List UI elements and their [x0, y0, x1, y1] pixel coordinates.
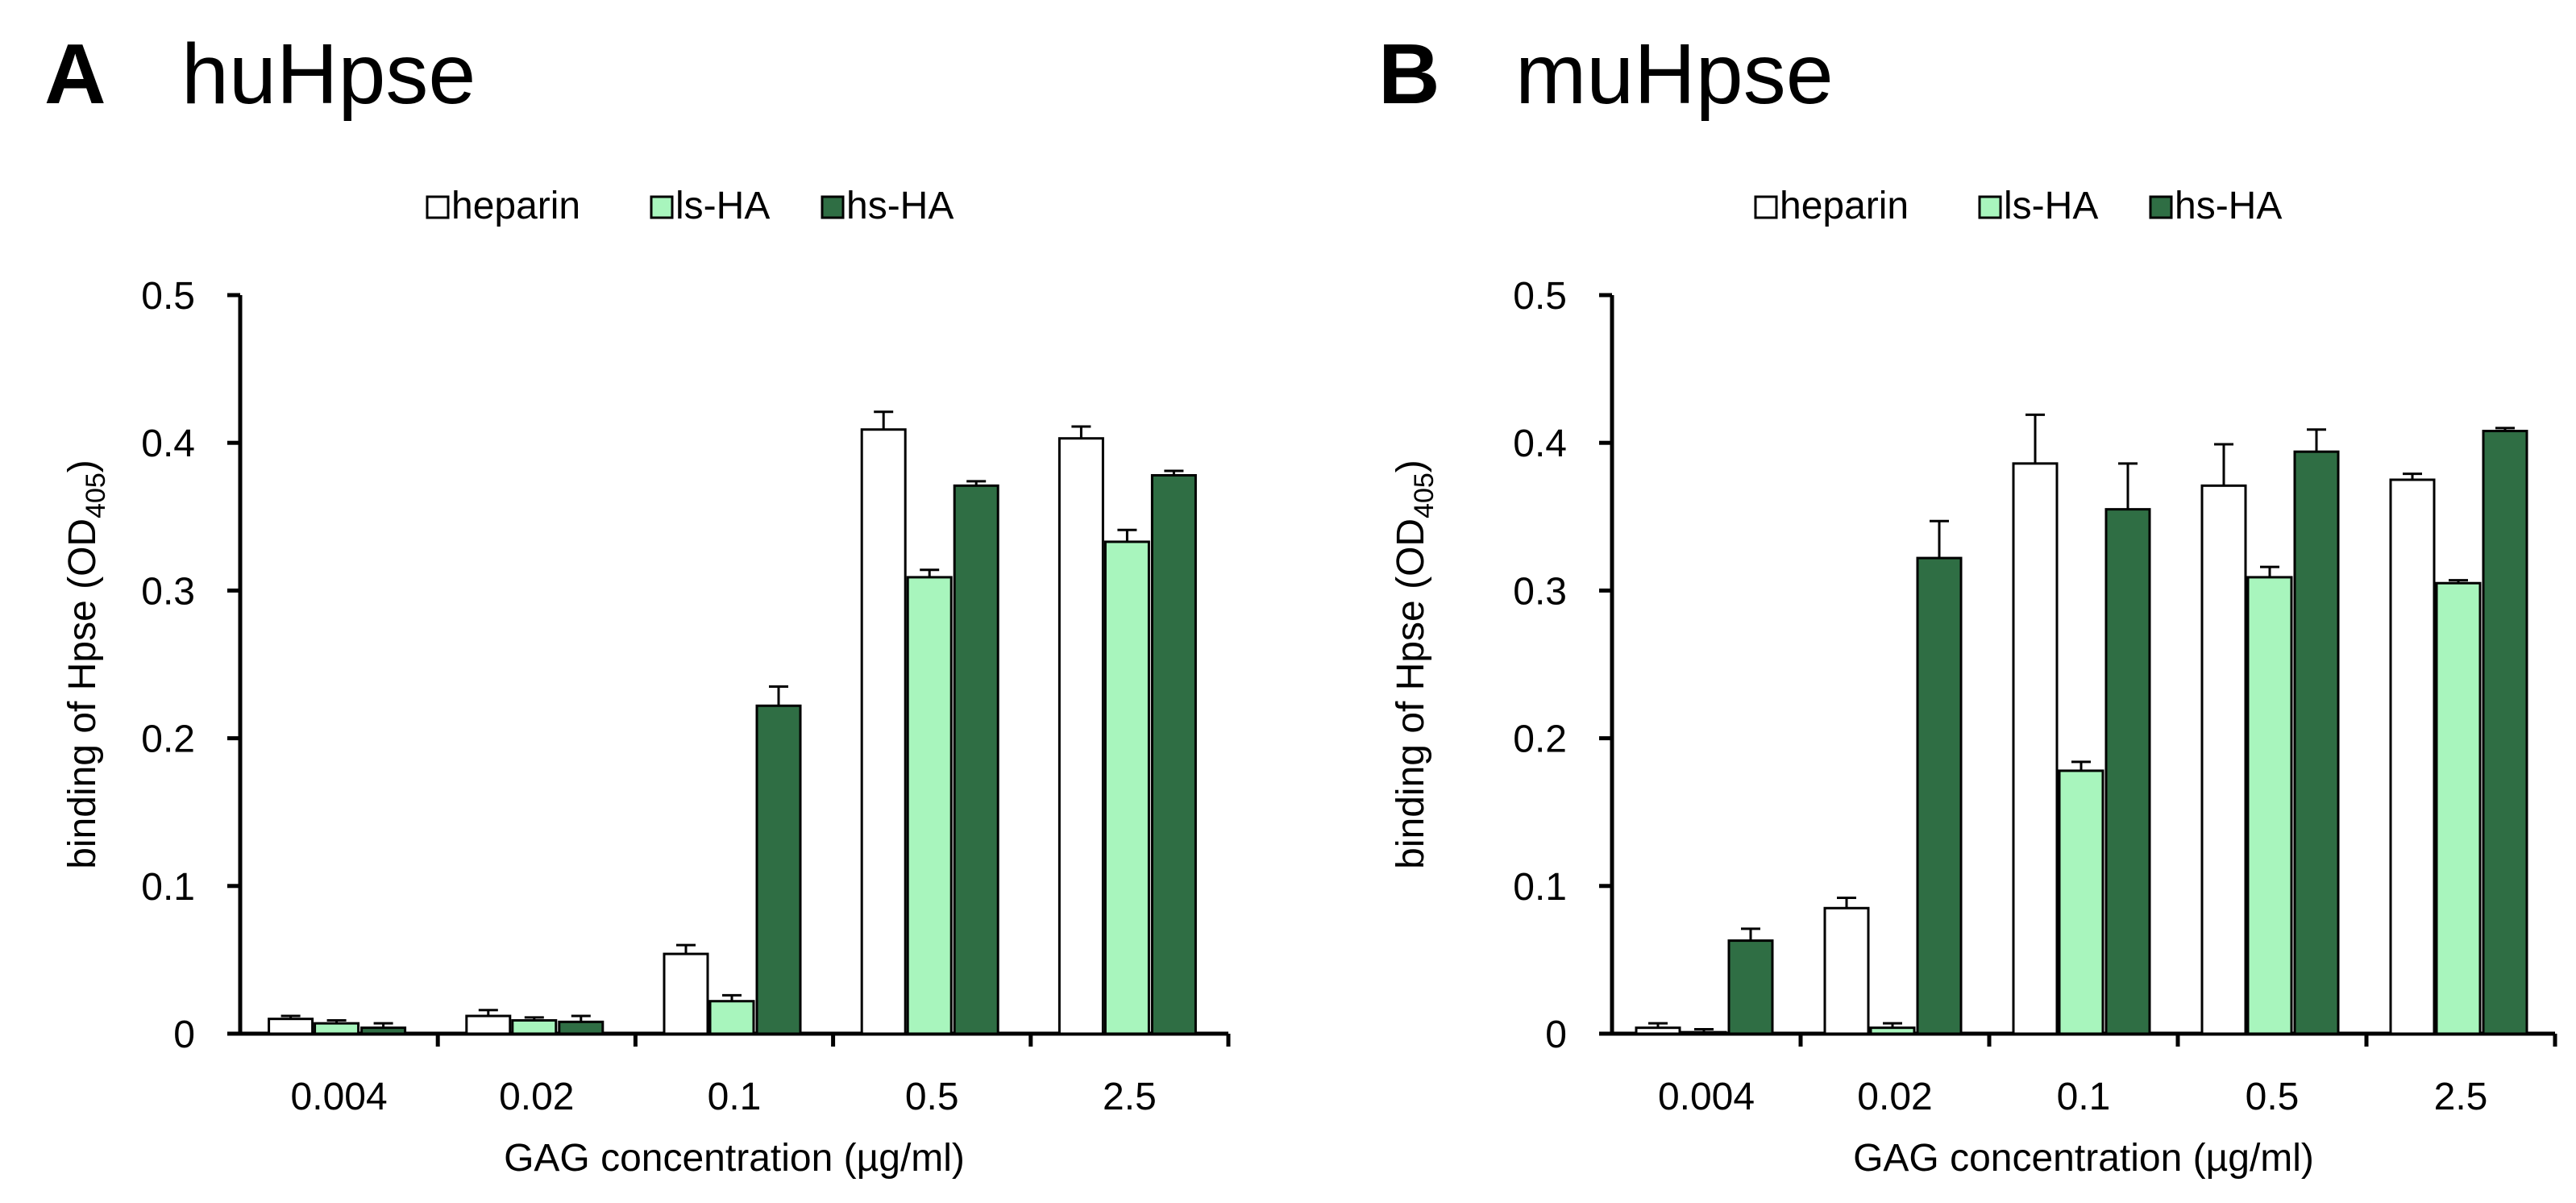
bar-hs-ha-4 [2482, 430, 2528, 1035]
legend-label-hs-ha: hs-HA [2175, 185, 2282, 227]
y-axis-label-close: ) [61, 460, 104, 472]
bar-heparin-4 [2389, 478, 2436, 1035]
panel-letter: A [44, 27, 106, 122]
bar-ls-ha-4 [2435, 581, 2482, 1035]
y-axis-label-subscript: 405 [1409, 472, 1440, 518]
bar-heparin-2 [2012, 462, 2059, 1035]
y-tick-label: 0 [1545, 1014, 1567, 1056]
legend-swatch-hs-ha [821, 195, 845, 219]
x-tick-label: 2.5 [1103, 1076, 1157, 1118]
y-tick-label: 0.2 [141, 718, 195, 761]
y-axis-label-main: binding of Hpse (OD [61, 518, 104, 869]
x-tick-label: 2.5 [2434, 1076, 2488, 1118]
bar-ls-ha-1 [1869, 1026, 1916, 1035]
x-tick-label: 0.5 [905, 1076, 959, 1118]
bar-heparin-0 [1635, 1026, 1681, 1035]
x-axis-label: GAG concentration (µg/ml) [504, 1137, 965, 1180]
bar-heparin-1 [465, 1014, 512, 1035]
y-tick-label: 0.3 [141, 570, 195, 613]
x-axis-label: GAG concentration (µg/ml) [1853, 1137, 2314, 1180]
y-tick-label: 0.5 [1513, 275, 1567, 318]
y-tick-label: 0 [173, 1014, 195, 1056]
legend-label-ls-ha: ls-HA [675, 185, 770, 227]
x-tick-label: 0.5 [2246, 1076, 2300, 1118]
bar-heparin-2 [663, 952, 709, 1035]
legend-swatch-heparin [1754, 195, 1778, 219]
y-axis-label-subscript: 405 [81, 472, 111, 518]
y-axis-label: binding of Hpse (OD405) [1390, 460, 1440, 869]
bar-hs-ha-0 [360, 1026, 407, 1035]
bar-ls-ha-3 [906, 576, 953, 1035]
x-tick-label: 0.02 [499, 1076, 574, 1118]
y-tick-label: 0.5 [141, 275, 195, 318]
bar-ls-ha-0 [314, 1022, 360, 1035]
x-tick-label: 0.1 [2057, 1076, 2111, 1118]
panel-letter: B [1378, 27, 1440, 122]
bar-hs-ha-2 [2104, 508, 2151, 1035]
y-axis-label: binding of Hpse (OD405) [61, 460, 111, 869]
legend-swatch-ls-ha [650, 195, 674, 219]
bar-ls-ha-1 [511, 1019, 558, 1035]
bar-hs-ha-0 [1727, 939, 1774, 1035]
legend-label-hs-ha: hs-HA [846, 185, 954, 227]
legend-label-ls-ha: ls-HA [2004, 185, 2098, 227]
bar-hs-ha-2 [755, 704, 802, 1035]
bar-heparin-0 [268, 1018, 314, 1035]
bar-ls-ha-4 [1103, 540, 1150, 1035]
x-tick-label: 0.004 [1658, 1076, 1755, 1118]
x-tick-label: 0.02 [1857, 1076, 1932, 1118]
bar-ls-ha-2 [2058, 769, 2104, 1035]
legend-swatch-hs-ha [2149, 195, 2173, 219]
legend: heparin ls-HA hs-HA [1754, 185, 2282, 227]
bar-ls-ha-3 [2246, 576, 2293, 1035]
legend: heparin ls-HA hs-HA [426, 185, 954, 227]
x-tick-label: 0.004 [291, 1076, 388, 1118]
y-tick-label: 0.4 [141, 423, 195, 465]
y-axis-label-main: binding of Hpse (OD [1390, 518, 1432, 869]
y-tick-label: 0.3 [1513, 570, 1567, 613]
bar-heparin-1 [1823, 906, 1870, 1035]
legend-label-heparin: heparin [1780, 185, 1909, 227]
legend-swatch-heparin [426, 195, 450, 219]
bar-hs-ha-4 [1150, 474, 1197, 1035]
panel-title: muHpse [1515, 27, 1834, 122]
panel-title: huHpse [181, 27, 476, 122]
legend-swatch-ls-ha [1978, 195, 2002, 219]
bar-heparin-4 [1057, 437, 1104, 1035]
y-tick-label: 0.4 [1513, 423, 1567, 465]
x-tick-label: 0.1 [708, 1076, 762, 1118]
bar-heparin-3 [860, 428, 907, 1035]
bar-heparin-3 [2200, 484, 2247, 1035]
bar-hs-ha-3 [2293, 450, 2340, 1035]
y-tick-label: 0.1 [1513, 866, 1567, 909]
legend-label-heparin: heparin [451, 185, 580, 227]
bar-hs-ha-3 [953, 484, 999, 1035]
y-tick-label: 0.1 [141, 866, 195, 909]
y-tick-label: 0.2 [1513, 718, 1567, 761]
bar-hs-ha-1 [1916, 556, 1963, 1035]
bar-hs-ha-1 [558, 1020, 605, 1035]
bar-ls-ha-0 [1681, 1030, 1727, 1035]
y-axis-label-close: ) [1390, 460, 1432, 472]
bar-ls-ha-2 [708, 1000, 755, 1035]
